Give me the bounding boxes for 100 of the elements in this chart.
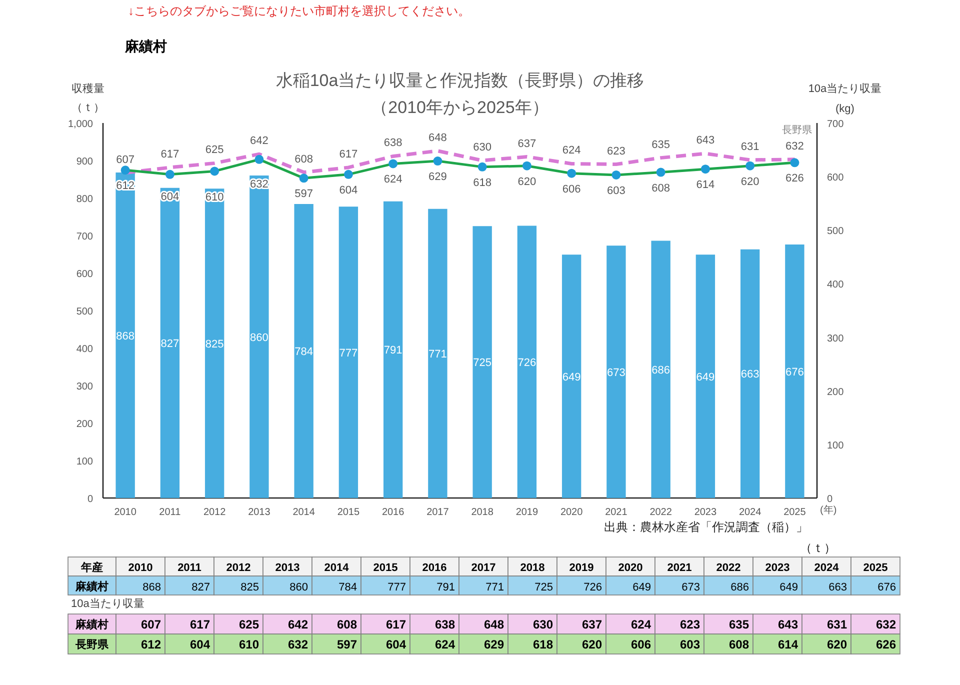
bar: [472, 226, 492, 498]
bar: [651, 240, 670, 498]
x-tick-label: 2018: [520, 562, 545, 574]
data-label: 784: [294, 346, 313, 358]
annotation: 長野県: [782, 125, 812, 136]
data-label: 597: [294, 188, 313, 200]
data-label: 637: [582, 618, 602, 632]
x-tick-label: 2017: [471, 562, 496, 574]
x-tick-label: 2010: [114, 507, 137, 518]
point: [700, 164, 710, 174]
bar: [562, 254, 582, 498]
data-label: 608: [728, 638, 750, 652]
y-tick-label: 1,000: [68, 119, 94, 130]
data-label: 825: [240, 582, 259, 594]
data-label: 638: [384, 137, 402, 150]
x-tick-label: 2023: [765, 562, 790, 574]
x-tick-label: 2013: [248, 507, 271, 518]
y-tick-label: 800: [76, 194, 94, 205]
data-label: 632: [876, 618, 896, 632]
data-label: 827: [192, 582, 210, 594]
bar: [250, 176, 269, 498]
bar: [383, 201, 403, 498]
x-tick-label: 2022: [650, 507, 672, 518]
data-label: 614: [696, 179, 715, 192]
x-tick-label: 2019: [516, 507, 538, 518]
data-label: 610: [205, 192, 224, 204]
y-tick-label: 900: [76, 156, 94, 168]
data-label: 868: [142, 582, 161, 594]
text: ↓こちらのタブからご覧になりたい市町村を選択してください。: [128, 4, 470, 18]
x-tick-label: 2024: [814, 562, 840, 574]
x-tick-label: 2012: [203, 507, 226, 518]
x-tick-label: 2014: [324, 562, 350, 574]
point: [612, 170, 621, 180]
x-tick-label: 2020: [560, 507, 584, 518]
data-label: 771: [486, 582, 504, 594]
data-label: 771: [428, 348, 447, 360]
y-tick-label: 100: [76, 456, 94, 468]
x-axis-title: 年産: [80, 561, 103, 574]
data-label: 648: [428, 132, 447, 144]
x-tick-label: 2016: [382, 507, 405, 518]
point: [254, 154, 264, 164]
data-label: 607: [116, 154, 134, 166]
data-label: 597: [336, 638, 358, 652]
data-label: 610: [238, 638, 260, 652]
source-note: 出典：農林水産省「作況調査（稲）」: [604, 520, 808, 534]
point: [567, 168, 576, 178]
data-label: 632: [786, 140, 804, 152]
data-label: 604: [339, 184, 358, 196]
y2-tick-label: 100: [827, 440, 844, 452]
point: [120, 166, 130, 175]
data-label: 618: [532, 638, 554, 652]
x-axis-title: (年): [820, 504, 837, 516]
x-tick-label: 2017: [426, 507, 450, 518]
point: [522, 161, 532, 170]
data-label: 603: [680, 638, 700, 652]
data-label: 676: [786, 366, 804, 378]
y-tick-label: 300: [76, 382, 94, 392]
y2-tick-label: 500: [827, 226, 844, 238]
y-tick-label: 600: [76, 269, 94, 280]
data-label: 648: [484, 618, 504, 632]
point: [344, 170, 353, 179]
data-label: 632: [288, 638, 308, 652]
chart-title: 水稲10a当たり収量と作況指数（長野県）の推移: [276, 71, 644, 90]
data-label: 629: [428, 171, 447, 184]
data-label: 686: [730, 582, 749, 594]
data-label: 860: [250, 332, 268, 344]
data-label: 726: [518, 356, 536, 369]
x-tick-label: 2011: [178, 562, 202, 574]
data-label: 624: [562, 144, 581, 157]
data-label: 649: [562, 371, 581, 384]
data-label: 624: [384, 174, 402, 186]
point: [299, 174, 308, 183]
x-tick-label: 2021: [605, 507, 628, 518]
text: 麻績村: [124, 38, 167, 54]
x-tick-label: 2021: [667, 562, 692, 574]
data-label: 608: [336, 618, 358, 632]
point: [656, 168, 666, 177]
data-label: 726: [584, 582, 602, 594]
data-label: 673: [607, 366, 626, 379]
y-tick-label: 麻績村: [74, 580, 108, 593]
bar: [428, 208, 448, 498]
data-label: 663: [740, 368, 760, 381]
y-tick-label: 400: [76, 344, 94, 355]
data-label: 604: [190, 638, 210, 652]
y2-axis-title: 10a当たり収量 (kg): [808, 82, 882, 115]
data-label: 620: [518, 176, 536, 188]
x-tick-label: 2024: [738, 507, 762, 518]
data-label: 617: [386, 618, 406, 632]
chart-subtitle: （2010年から2025年）: [371, 98, 549, 117]
data-label: 626: [876, 638, 896, 652]
data-label: 635: [728, 618, 750, 632]
x-tick-label: 2016: [422, 562, 447, 574]
data-label: 626: [786, 172, 804, 185]
data-label: 635: [652, 138, 670, 151]
x-tick-label: 2025: [863, 562, 888, 574]
y2-tick-label: 700: [827, 119, 844, 130]
point: [790, 158, 800, 168]
x-tick-label: 2010: [128, 562, 153, 574]
data-label: 649: [696, 371, 715, 384]
data-label: 631: [740, 140, 760, 153]
